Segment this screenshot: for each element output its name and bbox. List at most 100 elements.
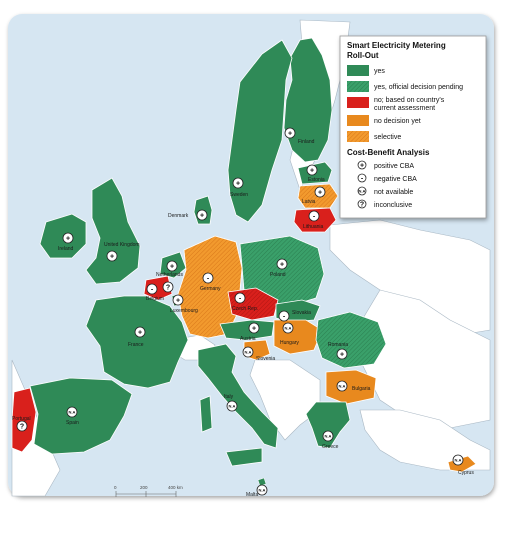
svg-text:?: ? bbox=[166, 285, 170, 292]
country-bulgaria bbox=[325, 369, 377, 405]
country-austria bbox=[219, 319, 275, 341]
country-greece bbox=[305, 401, 351, 449]
legend-title-1: Smart Electricity Metering bbox=[347, 41, 446, 50]
legend-cba-negative-label: negative CBA bbox=[374, 176, 417, 183]
legend-item-no-decision: no decision yet bbox=[374, 118, 421, 125]
marker-belgium: - bbox=[146, 283, 158, 295]
svg-text:-: - bbox=[313, 214, 316, 221]
marker-malta: N.A bbox=[256, 484, 268, 496]
marker-slovakia: - bbox=[278, 310, 290, 322]
label-slovenia: Slovenia bbox=[256, 356, 275, 362]
marker-romania: + bbox=[336, 348, 348, 360]
scale-label-400: 400 km bbox=[168, 485, 183, 490]
legend-item-yes: yes bbox=[374, 68, 385, 75]
label-italy: Italy bbox=[224, 394, 234, 400]
legend-cba-inconclusive: ? inconclusive bbox=[357, 199, 412, 209]
country-france bbox=[85, 295, 189, 389]
svg-text:+: + bbox=[288, 131, 292, 138]
label-estonia: Estonia bbox=[308, 177, 325, 183]
svg-text:N.A: N.A bbox=[245, 350, 252, 355]
svg-text:+: + bbox=[138, 330, 142, 337]
scale-label-0: 0 bbox=[114, 485, 117, 490]
legend-cba-inconclusive-label: inconclusive bbox=[374, 202, 412, 209]
label-bulgaria: Bulgaria bbox=[352, 386, 371, 392]
svg-text:-: - bbox=[283, 314, 286, 321]
label-slovakia: Slovakia bbox=[292, 310, 311, 316]
legend-swatch-yes bbox=[347, 65, 369, 76]
legend-cba-inconclusive-symbol: ? bbox=[360, 202, 364, 209]
svg-text:+: + bbox=[66, 236, 70, 243]
legend-swatch-selective bbox=[347, 131, 369, 142]
label-finland: Finland bbox=[298, 139, 315, 145]
svg-text:N.A: N.A bbox=[69, 410, 76, 415]
marker-sweden: + bbox=[232, 177, 244, 189]
marker-portugal: ? bbox=[16, 420, 28, 432]
legend-cba-title: Cost-Benefit Analysis bbox=[347, 148, 430, 157]
svg-text:N.A: N.A bbox=[325, 434, 332, 439]
label-belgium: Belgium bbox=[146, 296, 164, 302]
svg-text:N.A: N.A bbox=[259, 488, 266, 493]
country-hungary bbox=[273, 319, 323, 355]
svg-text:+: + bbox=[318, 190, 322, 197]
legend-swatch-no bbox=[347, 97, 369, 108]
marker-hungary: N.A bbox=[282, 322, 294, 334]
legend-item-yes-pending: yes, official decision pending bbox=[374, 84, 463, 91]
marker-belgium-2: ? bbox=[162, 281, 174, 293]
scale-bar: 0 200 400 km bbox=[114, 485, 183, 497]
label-hungary: Hungary bbox=[280, 340, 299, 346]
country-romania bbox=[315, 311, 387, 369]
label-malta: Malta bbox=[246, 492, 258, 498]
svg-text:+: + bbox=[310, 168, 314, 175]
marker-germany: - bbox=[202, 272, 214, 284]
marker-ireland: + bbox=[62, 232, 74, 244]
svg-text:N.A: N.A bbox=[455, 458, 462, 463]
legend-title-2: Roll-Out bbox=[347, 51, 379, 60]
legend-cba-na-symbol: N.A bbox=[359, 189, 366, 194]
legend-swatch-no-decision bbox=[347, 115, 369, 126]
svg-text:+: + bbox=[110, 254, 114, 261]
legend-cba-negative-symbol: - bbox=[361, 176, 364, 183]
label-poland: Poland bbox=[270, 272, 286, 278]
svg-text:?: ? bbox=[20, 424, 24, 431]
country-portugal bbox=[11, 387, 37, 453]
label-denmark: Denmark bbox=[168, 213, 189, 219]
svg-text:+: + bbox=[170, 264, 174, 271]
country-sardinia bbox=[199, 395, 213, 433]
marker-spain: N.A bbox=[66, 406, 78, 418]
label-portugal: Portugal bbox=[12, 416, 31, 422]
cba-markers: + + + + - + + + + - ? + - + - - + N.A N.… bbox=[16, 127, 464, 496]
svg-text:N.A: N.A bbox=[229, 404, 236, 409]
svg-text:+: + bbox=[252, 326, 256, 333]
label-sweden: Sweden bbox=[230, 192, 248, 198]
marker-estonia: + bbox=[306, 164, 318, 176]
label-ireland: Ireland bbox=[58, 246, 74, 252]
label-spain: Spain bbox=[66, 420, 79, 426]
marker-netherlands: + bbox=[166, 260, 178, 272]
svg-text:+: + bbox=[236, 181, 240, 188]
marker-greece: N.A bbox=[322, 430, 334, 442]
svg-text:-: - bbox=[207, 276, 210, 283]
marker-bulgaria: N.A bbox=[336, 380, 348, 392]
marker-austria: + bbox=[248, 322, 260, 334]
label-germany: Germany bbox=[200, 286, 221, 292]
legend-cba-positive-label: positive CBA bbox=[374, 163, 414, 170]
label-austria: Austria bbox=[240, 336, 256, 342]
svg-text:-: - bbox=[239, 296, 242, 303]
label-czech: Czech Rep. bbox=[232, 306, 258, 312]
label-lithuania: Lithuania bbox=[303, 224, 324, 230]
svg-text:N.A: N.A bbox=[339, 384, 346, 389]
legend-cba-na-label: not available bbox=[374, 189, 413, 196]
country-italy bbox=[197, 343, 279, 449]
legend-swatch-yes-pending bbox=[347, 81, 369, 92]
label-luxembourg: Luxembourg bbox=[170, 308, 198, 314]
legend-item-selective: selective bbox=[374, 134, 401, 141]
country-labels: Finland Sweden Estonia Latvia Lithuania … bbox=[12, 139, 474, 498]
marker-denmark: + bbox=[196, 209, 208, 221]
label-netherlands: Netherlands bbox=[156, 272, 183, 278]
scale-label-200: 200 bbox=[140, 485, 148, 490]
label-cyprus: Cyprus bbox=[458, 470, 474, 476]
label-latvia: Latvia bbox=[302, 199, 316, 205]
label-romania: Romania bbox=[328, 342, 348, 348]
